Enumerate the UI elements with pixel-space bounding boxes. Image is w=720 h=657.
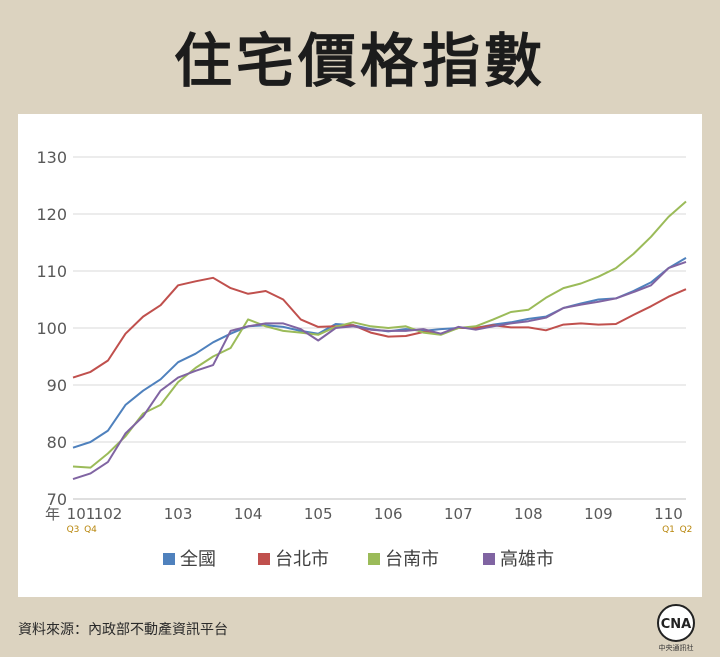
x-tick-label: 105 [304, 505, 333, 523]
legend-swatch [368, 553, 380, 565]
x-tick-label: 103 [164, 505, 193, 523]
page-title: 住宅價格指數 [173, 27, 546, 95]
cna-logo: CNA 中央通訊社 [650, 603, 702, 655]
x-tick-label: 108 [514, 505, 543, 523]
y-tick-label: 100 [36, 319, 67, 338]
quarter-note: Q4 [84, 525, 97, 535]
x-axis-label: 年 [45, 505, 60, 523]
series-line [72, 260, 687, 481]
legend-label: 台南市 [385, 549, 439, 570]
y-tick-label: 110 [36, 262, 67, 281]
legend-swatch [163, 553, 175, 565]
legend-swatch [258, 553, 270, 565]
cna-logo-icon: CNA [657, 604, 695, 642]
quarter-note: Q2 [680, 525, 693, 535]
source-note: 資料來源：內政部不動產資訊平台 [18, 622, 228, 638]
legend-label: 全國 [180, 549, 216, 570]
y-tick-label: 80 [47, 433, 67, 452]
legend-label: 高雄市 [500, 549, 554, 570]
chart-panel: 70 80 90 100 110 120 130 年 101 102 103 104 105 106 107… [18, 114, 702, 597]
cna-logo-label: 中央通訊社 [658, 644, 694, 652]
y-tick-label: 130 [36, 148, 67, 167]
x-tick-label: 101 [67, 505, 96, 523]
series-line [72, 276, 687, 379]
y-tick-label: 90 [47, 376, 67, 395]
quarter-note: Q3 [67, 525, 80, 535]
x-tick-label: 107 [444, 505, 473, 523]
x-tick-label: 102 [94, 505, 123, 523]
svg-text:CNA: CNA [661, 617, 691, 632]
series-line [72, 257, 687, 449]
legend-swatch [483, 553, 495, 565]
y-tick-label: 70 [47, 490, 67, 509]
quarter-note: Q1 [662, 525, 675, 535]
x-tick-label: 106 [374, 505, 403, 523]
series-line [72, 200, 687, 469]
x-tick-label: 110 [654, 505, 683, 523]
x-tick-label: 109 [584, 505, 613, 523]
legend-label: 台北市 [275, 549, 329, 570]
x-tick-label: 104 [234, 505, 263, 523]
y-tick-label: 120 [36, 205, 67, 224]
